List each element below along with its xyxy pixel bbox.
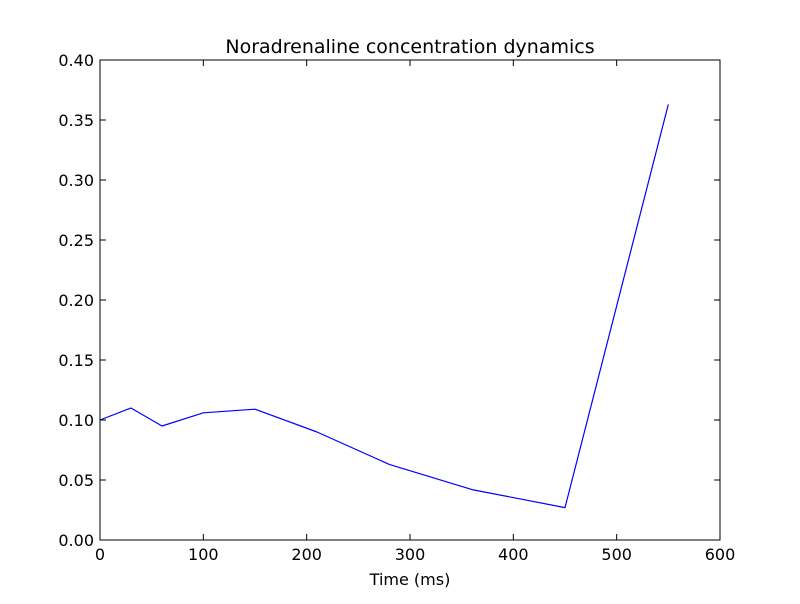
y-tick-label: 0.40 (58, 51, 94, 70)
y-tick-label: 0.25 (58, 231, 94, 250)
y-tick-label: 0.35 (58, 111, 94, 130)
chart-title: Noradrenaline concentration dynamics (225, 36, 594, 58)
y-tick-label: 0.05 (58, 471, 94, 490)
x-axis-title: Time (ms) (369, 570, 451, 589)
x-tick-label: 100 (188, 545, 219, 564)
x-tick-label: 600 (705, 545, 736, 564)
y-tick-label: 0.10 (58, 411, 94, 430)
y-tick-label: 0.00 (58, 531, 94, 550)
y-tick-label: 0.15 (58, 351, 94, 370)
x-tick-label: 400 (498, 545, 529, 564)
series-line-0 (99, 104, 669, 509)
axis-ticks (99, 59, 721, 541)
y-tick-label: 0.30 (58, 171, 94, 190)
plot-area (99, 104, 669, 509)
y-tick-label: 0.20 (58, 291, 94, 310)
x-tick-label: 0 (95, 545, 105, 564)
x-tick-label: 200 (291, 545, 322, 564)
plot-frame (99, 59, 721, 541)
x-tick-label: 500 (601, 545, 632, 564)
x-tick-label: 300 (395, 545, 426, 564)
tick-labels: 0 100 200 300 400 500 600 0.00 0.05 0.10 0.15 0.20 0… (58, 51, 735, 564)
